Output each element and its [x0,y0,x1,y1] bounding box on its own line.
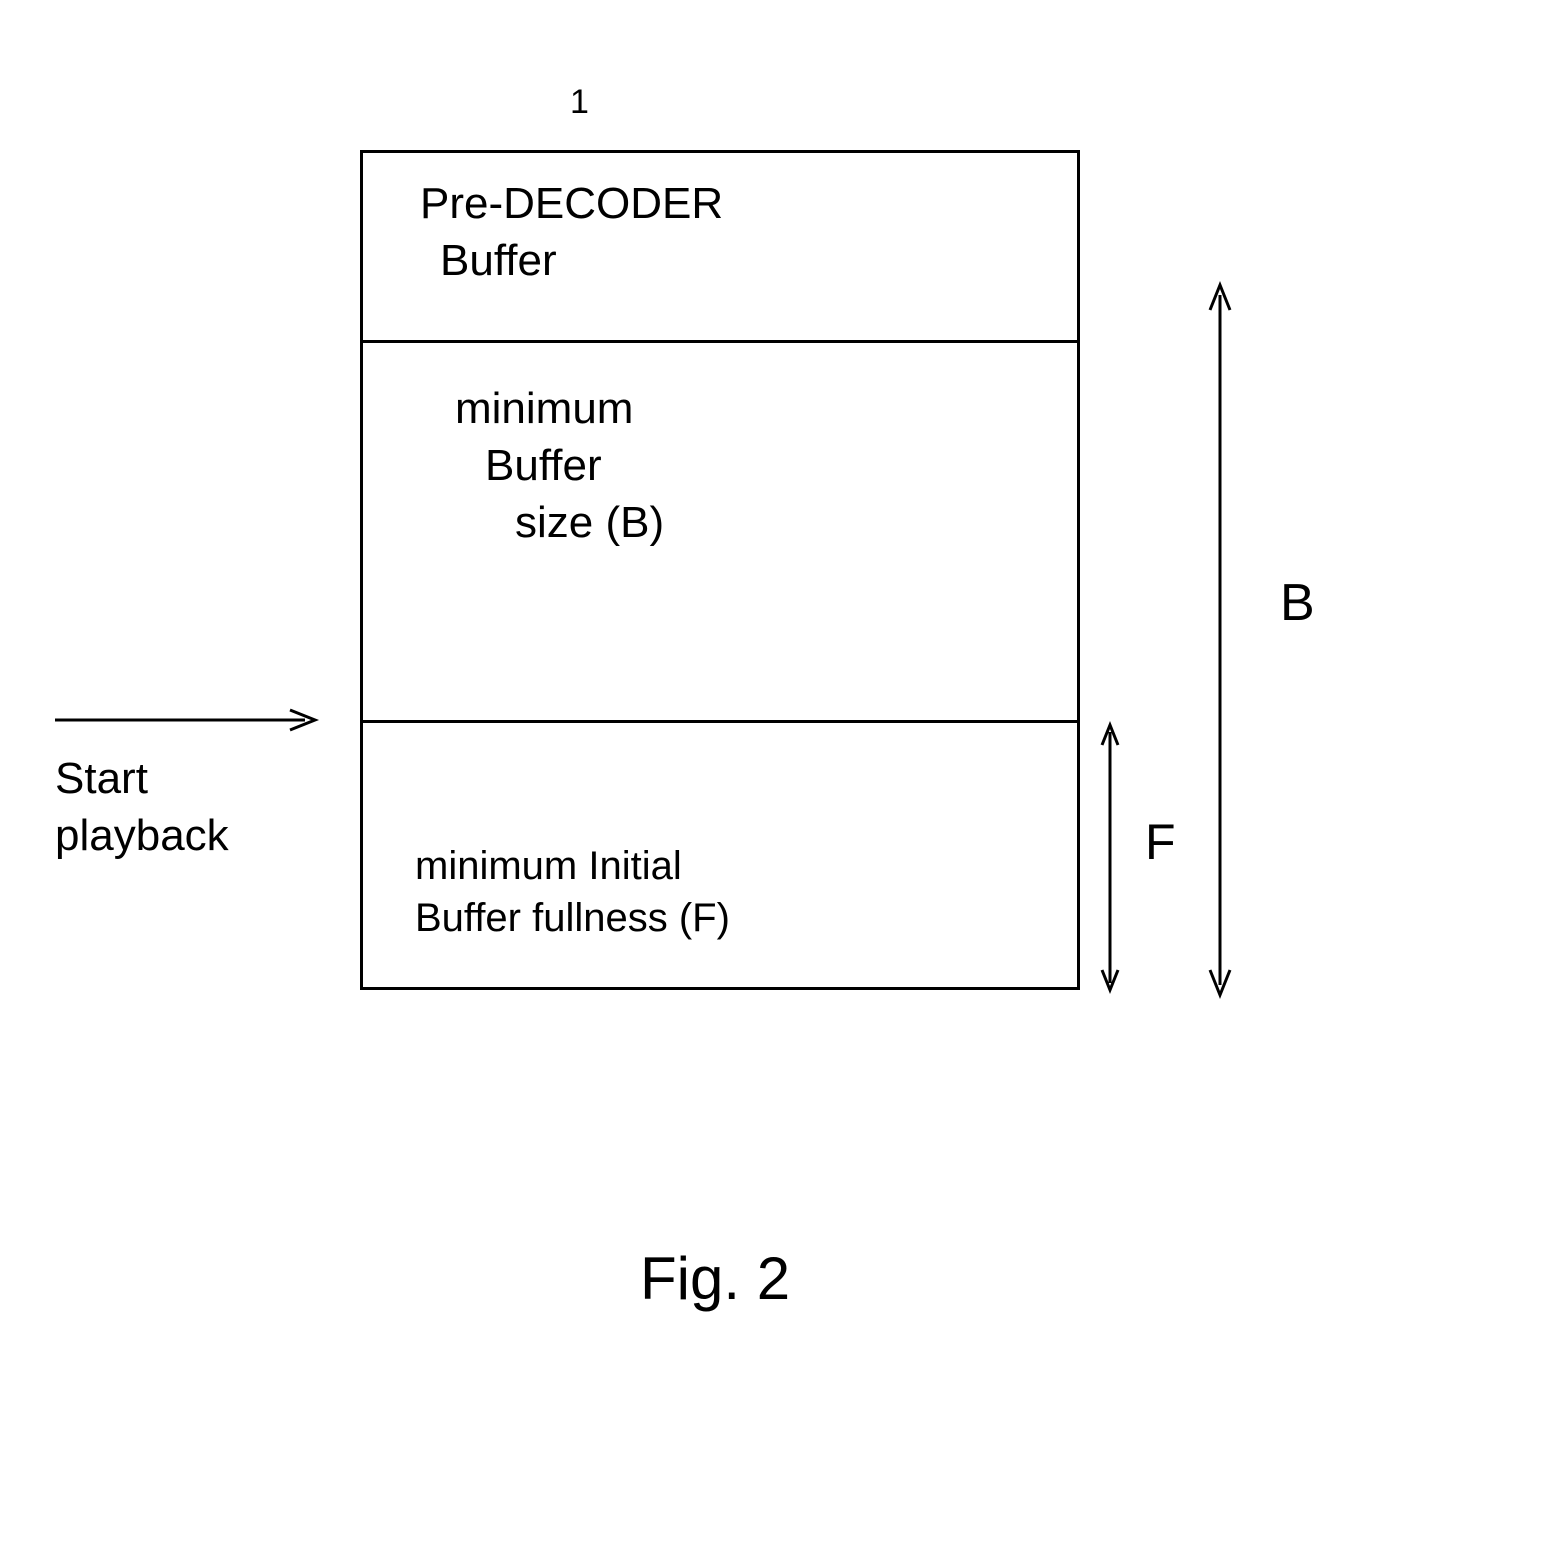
initial-fullness-line2: Buffer fullness (F) [415,892,730,944]
min-buffer-line2: Buffer [455,437,664,494]
min-buffer-label: minimum Buffer size (B) [455,380,664,552]
start-playback-line1: Start [55,750,229,807]
b-bracket-arrow [1200,280,1240,1000]
pre-decoder-line1: Pre-DECODER [420,175,723,232]
f-bracket-arrow [1095,720,1125,995]
initial-fullness-label: minimum Initial Buffer fullness (F) [415,840,730,944]
min-buffer-line1: minimum [455,380,664,437]
initial-fullness-line1: minimum Initial [415,840,730,892]
b-bracket-label: B [1280,570,1315,638]
start-playback-arrow [55,705,335,735]
diagram-container: 1 Pre-DECODER Buffer minimum Buffer size… [0,0,1544,1558]
start-playback-label: Start playback [55,750,229,864]
top-tick-label: 1 [570,80,589,124]
divider-2 [360,720,1080,723]
f-bracket-label: F [1145,810,1176,875]
start-playback-line2: playback [55,807,229,864]
figure-caption: Fig. 2 [640,1240,790,1318]
pre-decoder-line2: Buffer [420,232,723,289]
divider-1 [360,340,1080,343]
pre-decoder-label: Pre-DECODER Buffer [420,175,723,289]
min-buffer-line3: size (B) [455,494,664,551]
